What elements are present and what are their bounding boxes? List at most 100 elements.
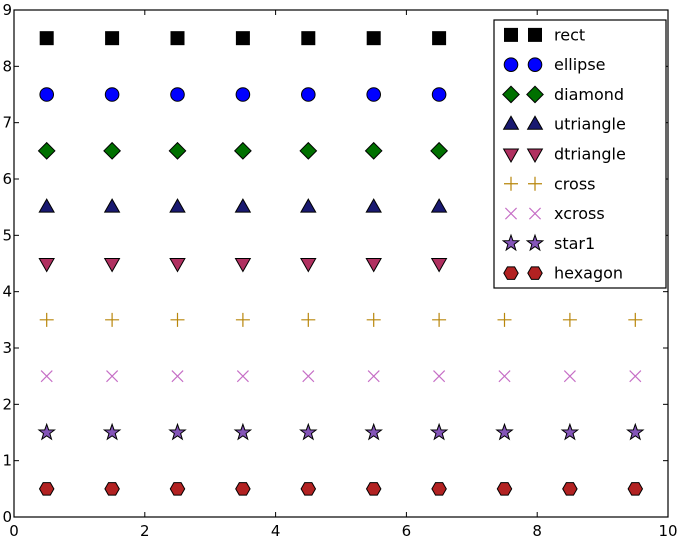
legend-label: hexagon xyxy=(554,264,623,283)
x-marker-icon xyxy=(367,370,380,383)
y-tick-label: 6 xyxy=(2,170,12,188)
circle-marker-icon xyxy=(235,87,251,102)
square-marker-icon xyxy=(170,31,185,46)
square-marker-icon xyxy=(105,31,120,46)
star-marker-icon xyxy=(168,422,187,441)
plus-marker-icon xyxy=(497,312,512,327)
star-marker-icon xyxy=(495,422,514,441)
triangle-down-marker-icon xyxy=(169,258,186,273)
hexagon-marker-icon xyxy=(300,482,317,496)
x-tick-label: 8 xyxy=(532,522,542,540)
plus-marker-icon xyxy=(562,312,577,327)
circle-marker-icon xyxy=(170,87,185,102)
y-tick-label: 0 xyxy=(2,508,12,526)
star-marker-icon xyxy=(102,422,122,441)
star-marker-icon xyxy=(501,233,521,252)
square-marker-icon xyxy=(528,27,542,42)
square-marker-icon xyxy=(39,31,54,46)
triangle-down-marker-icon xyxy=(234,258,252,273)
hexagon-marker-icon xyxy=(562,482,578,496)
hexagon-marker-icon xyxy=(627,482,644,496)
hexagon-marker-icon xyxy=(169,482,186,496)
triangle-up-marker-icon xyxy=(365,198,382,213)
star-marker-icon xyxy=(560,422,580,441)
x-marker-icon xyxy=(171,370,184,383)
series-star1 xyxy=(37,422,645,441)
x-marker-icon xyxy=(106,370,119,383)
hexagon-marker-icon xyxy=(431,482,447,496)
plus-marker-icon xyxy=(105,312,120,327)
x-marker-icon xyxy=(302,370,315,383)
triangle-up-marker-icon xyxy=(169,198,186,213)
axes-frame xyxy=(13,9,669,518)
circle-marker-icon xyxy=(503,57,519,72)
x-marker-icon xyxy=(433,370,446,383)
triangle-down-marker-icon xyxy=(430,258,448,273)
y-tick-label: 9 xyxy=(2,1,12,19)
diamond-marker-icon xyxy=(37,141,56,160)
plus-marker-icon xyxy=(301,312,316,327)
x-marker-icon xyxy=(528,207,542,220)
x-marker-icon xyxy=(40,370,53,383)
hexagon-marker-icon xyxy=(365,482,382,496)
circle-marker-icon xyxy=(527,57,543,72)
legend-label: ellipse xyxy=(554,55,606,74)
x-tick-label: 0 xyxy=(9,522,19,540)
circle-marker-icon xyxy=(366,87,382,102)
plus-marker-icon xyxy=(628,312,643,327)
x-tick-label: 2 xyxy=(140,522,150,540)
diamond-marker-icon xyxy=(430,141,449,160)
series-xcross xyxy=(40,370,642,383)
triangle-down-marker-icon xyxy=(103,258,121,273)
x-tick-label: 6 xyxy=(402,522,412,540)
diamond-marker-icon xyxy=(168,141,187,160)
legend-label: star1 xyxy=(554,234,595,253)
triangle-up-marker-icon xyxy=(234,198,252,213)
triangle-up-marker-icon xyxy=(300,198,317,213)
hexagon-marker-icon xyxy=(38,482,55,496)
plus-marker-icon xyxy=(235,312,250,327)
legend-label: rect xyxy=(554,25,585,44)
y-tick-label: 7 xyxy=(2,114,12,132)
square-marker-icon xyxy=(432,31,447,46)
legend-label: dtriangle xyxy=(554,145,626,164)
diamond-marker-icon xyxy=(526,85,544,104)
plus-marker-icon xyxy=(432,312,447,327)
triangle-up-marker-icon xyxy=(526,115,544,130)
star-marker-icon xyxy=(525,233,545,252)
x-marker-icon xyxy=(504,207,518,220)
triangle-up-marker-icon xyxy=(430,198,448,213)
x-tick-label: 4 xyxy=(271,522,281,540)
x-marker-icon xyxy=(629,370,642,383)
series-cross xyxy=(39,312,643,327)
diamond-marker-icon xyxy=(103,141,122,160)
hexagon-marker-icon xyxy=(235,482,251,496)
y-tick-label: 3 xyxy=(2,339,12,357)
x-marker-icon xyxy=(236,370,249,383)
diamond-marker-icon xyxy=(299,141,318,160)
star-marker-icon xyxy=(429,422,449,441)
square-marker-icon xyxy=(301,31,316,46)
triangle-up-marker-icon xyxy=(38,198,55,213)
axes: 0 2 4 6 8 10 0 1 2 3 4 5 6 7 8 9 xyxy=(2,1,677,540)
plus-marker-icon xyxy=(170,312,185,327)
legend-label: diamond xyxy=(554,85,624,104)
triangle-down-marker-icon xyxy=(300,258,317,273)
triangle-up-marker-icon xyxy=(502,115,520,130)
star-marker-icon xyxy=(37,422,56,441)
hexagon-marker-icon xyxy=(503,266,519,280)
star-marker-icon xyxy=(626,422,645,441)
y-tick-label: 5 xyxy=(2,226,12,244)
y-tick-label: 8 xyxy=(2,57,12,75)
legend-label: cross xyxy=(554,174,595,193)
circle-marker-icon xyxy=(301,87,316,102)
triangle-down-marker-icon xyxy=(38,258,55,273)
y-tick-label: 2 xyxy=(2,395,12,413)
y-tick-label: 4 xyxy=(2,283,12,301)
x-tick-label: 10 xyxy=(658,522,677,540)
triangle-down-marker-icon xyxy=(502,148,520,164)
plus-marker-icon xyxy=(366,312,381,327)
circle-marker-icon xyxy=(39,87,55,102)
square-marker-icon xyxy=(235,31,250,46)
